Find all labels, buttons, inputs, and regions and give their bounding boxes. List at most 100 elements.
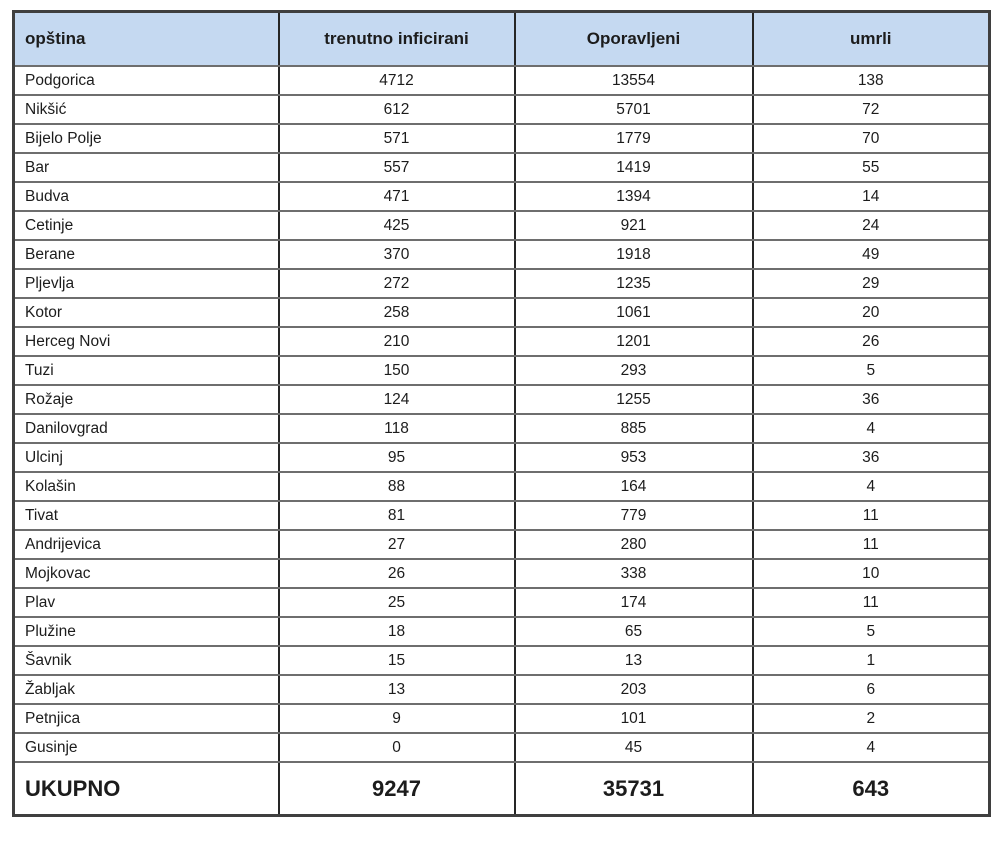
- infected-cell: 88: [277, 471, 516, 502]
- recovered-cell: 45: [513, 732, 754, 763]
- table-row: Nikšić 612 5701 72: [12, 94, 991, 125]
- table-row: Tivat 81 779 11: [12, 500, 991, 531]
- table-row: Pljevlja 272 1235 29: [12, 268, 991, 299]
- recovered-cell: 1061: [513, 297, 754, 328]
- municipality-cell: Nikšić: [12, 94, 280, 125]
- deaths-cell: 4: [751, 471, 991, 502]
- column-header-currently-infected: trenutno inficirani: [277, 10, 516, 67]
- infected-cell: 425: [277, 210, 516, 241]
- table-row: Rožaje 124 1255 36: [12, 384, 991, 415]
- deaths-cell: 14: [751, 181, 991, 212]
- deaths-cell: 36: [751, 384, 991, 415]
- recovered-cell: 1918: [513, 239, 754, 270]
- infected-cell: 210: [277, 326, 516, 357]
- deaths-cell: 72: [751, 94, 991, 125]
- municipality-cell: Bar: [12, 152, 280, 183]
- recovered-cell: 953: [513, 442, 754, 473]
- infected-cell: 18: [277, 616, 516, 647]
- recovered-cell: 164: [513, 471, 754, 502]
- table-row: Danilovgrad 118 885 4: [12, 413, 991, 444]
- covid-municipalities-table: opština trenutno inficirani Oporavljeni …: [12, 10, 991, 817]
- infected-cell: 471: [277, 181, 516, 212]
- table-row: Kolašin 88 164 4: [12, 471, 991, 502]
- municipality-cell: Tuzi: [12, 355, 280, 386]
- municipality-cell: Danilovgrad: [12, 413, 280, 444]
- recovered-cell: 779: [513, 500, 754, 531]
- table-row: Bijelo Polje 571 1779 70: [12, 123, 991, 154]
- recovered-cell: 1235: [513, 268, 754, 299]
- infected-cell: 118: [277, 413, 516, 444]
- table-row: Šavnik 15 13 1: [12, 645, 991, 676]
- table-row: Ulcinj 95 953 36: [12, 442, 991, 473]
- municipality-cell: Budva: [12, 181, 280, 212]
- table-row: Plužine 18 65 5: [12, 616, 991, 647]
- table-row: Žabljak 13 203 6: [12, 674, 991, 705]
- table-row: Budva 471 1394 14: [12, 181, 991, 212]
- recovered-cell: 65: [513, 616, 754, 647]
- recovered-cell: 203: [513, 674, 754, 705]
- deaths-cell: 10: [751, 558, 991, 589]
- deaths-cell: 1: [751, 645, 991, 676]
- deaths-cell: 20: [751, 297, 991, 328]
- table-row: Gusinje 0 45 4: [12, 732, 991, 763]
- infected-cell: 9: [277, 703, 516, 734]
- recovered-cell: 293: [513, 355, 754, 386]
- recovered-cell: 101: [513, 703, 754, 734]
- recovered-cell: 13554: [513, 65, 754, 96]
- recovered-cell: 1201: [513, 326, 754, 357]
- deaths-cell: 5: [751, 355, 991, 386]
- deaths-cell: 11: [751, 587, 991, 618]
- infected-cell: 272: [277, 268, 516, 299]
- recovered-cell: 13: [513, 645, 754, 676]
- recovered-cell: 5701: [513, 94, 754, 125]
- municipality-cell: Rožaje: [12, 384, 280, 415]
- infected-cell: 370: [277, 239, 516, 270]
- infected-cell: 25: [277, 587, 516, 618]
- infected-cell: 15: [277, 645, 516, 676]
- infected-cell: 81: [277, 500, 516, 531]
- infected-cell: 13: [277, 674, 516, 705]
- recovered-cell: 1419: [513, 152, 754, 183]
- deaths-cell: 5: [751, 616, 991, 647]
- total-infected-cell: 9247: [277, 761, 516, 817]
- municipality-cell: Cetinje: [12, 210, 280, 241]
- column-header-recovered: Oporavljeni: [513, 10, 754, 67]
- recovered-cell: 1779: [513, 123, 754, 154]
- deaths-cell: 24: [751, 210, 991, 241]
- infected-cell: 150: [277, 355, 516, 386]
- infected-cell: 557: [277, 152, 516, 183]
- deaths-cell: 55: [751, 152, 991, 183]
- deaths-cell: 4: [751, 413, 991, 444]
- table-row: Berane 370 1918 49: [12, 239, 991, 270]
- deaths-cell: 49: [751, 239, 991, 270]
- municipality-cell: Petnjica: [12, 703, 280, 734]
- table-row: Mojkovac 26 338 10: [12, 558, 991, 589]
- column-header-municipality: opština: [12, 10, 280, 67]
- table-header: opština trenutno inficirani Oporavljeni …: [12, 10, 991, 67]
- municipality-cell: Bijelo Polje: [12, 123, 280, 154]
- infected-cell: 27: [277, 529, 516, 560]
- municipality-cell: Podgorica: [12, 65, 280, 96]
- municipality-cell: Plužine: [12, 616, 280, 647]
- infected-cell: 0: [277, 732, 516, 763]
- municipality-cell: Kolašin: [12, 471, 280, 502]
- deaths-cell: 29: [751, 268, 991, 299]
- deaths-cell: 70: [751, 123, 991, 154]
- table-row: Cetinje 425 921 24: [12, 210, 991, 241]
- recovered-cell: 1394: [513, 181, 754, 212]
- municipality-cell: Žabljak: [12, 674, 280, 705]
- municipality-cell: Herceg Novi: [12, 326, 280, 357]
- deaths-cell: 6: [751, 674, 991, 705]
- infected-cell: 26: [277, 558, 516, 589]
- deaths-cell: 138: [751, 65, 991, 96]
- table-row: Tuzi 150 293 5: [12, 355, 991, 386]
- deaths-cell: 2: [751, 703, 991, 734]
- deaths-cell: 26: [751, 326, 991, 357]
- total-recovered-cell: 35731: [513, 761, 754, 817]
- table-row: Herceg Novi 210 1201 26: [12, 326, 991, 357]
- municipality-cell: Plav: [12, 587, 280, 618]
- total-label-cell: UKUPNO: [12, 761, 280, 817]
- deaths-cell: 4: [751, 732, 991, 763]
- deaths-cell: 36: [751, 442, 991, 473]
